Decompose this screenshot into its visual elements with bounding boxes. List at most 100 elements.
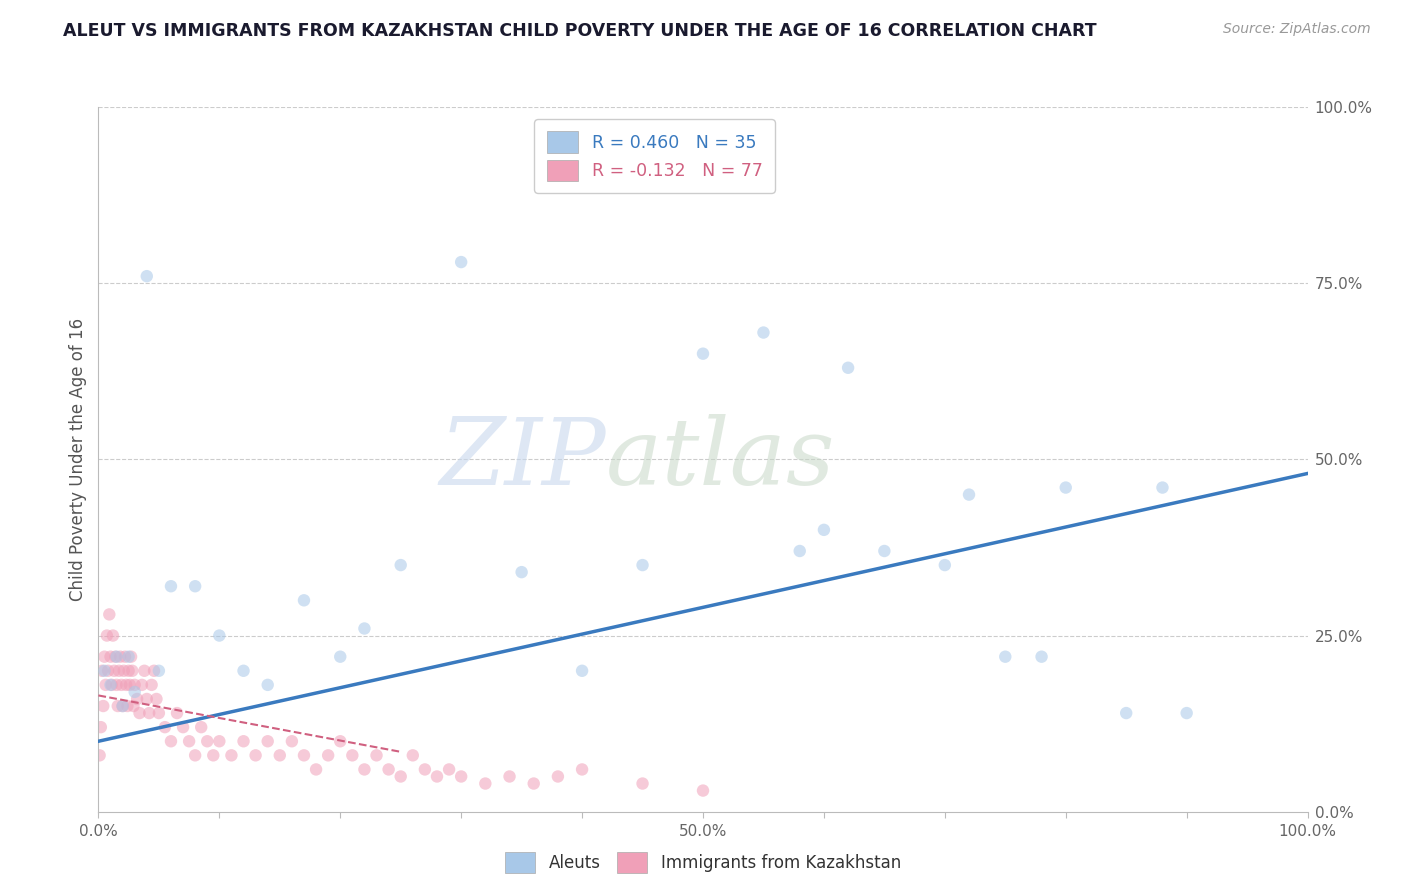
Point [111, 699, 134, 714]
Point [91, 664, 114, 678]
Point [631, 558, 654, 573]
Point [97, 664, 120, 678]
Point [571, 664, 593, 678]
Point [143, 664, 166, 678]
Point [100, 678, 122, 692]
Point [112, 664, 135, 678]
Point [994, 649, 1017, 664]
Point [269, 748, 291, 763]
Point [437, 763, 460, 777]
Point [94, 678, 117, 692]
Point [124, 678, 146, 692]
Point [389, 558, 412, 573]
Point [103, 664, 125, 678]
Point [128, 706, 150, 720]
Point [232, 734, 254, 748]
Point [329, 649, 352, 664]
Point [145, 692, 167, 706]
Point [232, 664, 254, 678]
Point [120, 649, 142, 664]
Legend: R = 0.460   N = 35, R = -0.132   N = 77: R = 0.460 N = 35, R = -0.132 N = 77 [534, 120, 775, 193]
Point [118, 664, 141, 678]
Point [413, 763, 436, 777]
Point [96, 628, 118, 642]
Point [117, 699, 139, 714]
Point [166, 706, 188, 720]
Point [101, 628, 124, 642]
Point [353, 763, 375, 777]
Point [135, 269, 157, 284]
Point [127, 692, 149, 706]
Point [202, 748, 225, 763]
Point [105, 678, 128, 692]
Point [377, 763, 399, 777]
Point [104, 649, 127, 664]
Point [135, 692, 157, 706]
Point [1175, 706, 1198, 720]
Point [118, 678, 141, 692]
Point [208, 628, 231, 642]
Point [342, 748, 364, 763]
Text: Source: ZipAtlas.com: Source: ZipAtlas.com [1223, 22, 1371, 37]
Text: ZIP: ZIP [440, 415, 606, 504]
Point [934, 558, 956, 573]
Point [160, 734, 183, 748]
Point [124, 685, 146, 699]
Point [1152, 481, 1174, 495]
Point [692, 783, 714, 797]
Point [245, 748, 267, 763]
Point [389, 769, 412, 784]
Point [179, 734, 201, 748]
Point [281, 734, 304, 748]
Point [108, 664, 131, 678]
Point [813, 523, 835, 537]
Legend: Aleuts, Immigrants from Kazakhstan: Aleuts, Immigrants from Kazakhstan [499, 846, 907, 880]
Point [122, 699, 145, 714]
Point [366, 748, 388, 763]
Point [305, 763, 328, 777]
Point [90, 720, 112, 734]
Point [98, 607, 121, 622]
Point [631, 776, 654, 790]
Point [100, 678, 122, 692]
Point [172, 720, 194, 734]
Point [957, 487, 980, 501]
Point [89, 748, 111, 763]
Point [121, 664, 143, 678]
Point [107, 699, 129, 714]
Text: ALEUT VS IMMIGRANTS FROM KAZAKHSTAN CHILD POVERTY UNDER THE AGE OF 16 CORRELATIO: ALEUT VS IMMIGRANTS FROM KAZAKHSTAN CHIL… [63, 22, 1097, 40]
Point [450, 769, 472, 784]
Point [148, 664, 170, 678]
Point [692, 346, 714, 360]
Point [789, 544, 811, 558]
Point [837, 360, 859, 375]
Point [138, 706, 160, 720]
Point [160, 579, 183, 593]
Point [91, 699, 114, 714]
Point [426, 769, 449, 784]
Point [131, 678, 153, 692]
Point [100, 649, 122, 664]
Point [498, 769, 520, 784]
Point [190, 720, 212, 734]
Point [184, 579, 207, 593]
Point [547, 769, 569, 784]
Point [510, 565, 533, 579]
Point [1031, 649, 1053, 664]
Point [141, 678, 163, 692]
Point [208, 734, 231, 748]
Point [105, 649, 128, 664]
Point [184, 748, 207, 763]
Point [221, 748, 243, 763]
Point [134, 664, 156, 678]
Point [118, 649, 141, 664]
Point [873, 544, 896, 558]
Point [114, 649, 136, 664]
Text: atlas: atlas [606, 415, 835, 504]
Y-axis label: Child Poverty Under the Age of 16: Child Poverty Under the Age of 16 [69, 318, 87, 601]
Point [316, 748, 339, 763]
Point [93, 649, 115, 664]
Point [110, 678, 132, 692]
Point [256, 678, 278, 692]
Point [148, 706, 170, 720]
